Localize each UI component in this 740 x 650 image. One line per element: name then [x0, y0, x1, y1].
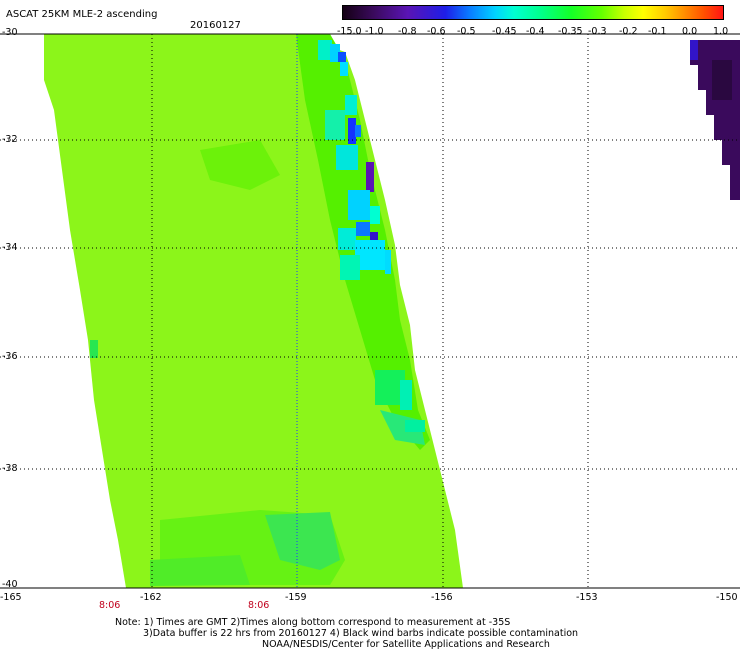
cyan-cell: [340, 255, 360, 280]
colorbar-label: -1.0: [365, 26, 384, 37]
green-patch: [380, 410, 425, 445]
colorbar-label: 1.0: [713, 26, 729, 37]
lon-label: -156: [431, 592, 453, 603]
cyan-cell: [325, 110, 345, 140]
cyan-cell: [336, 145, 358, 170]
green-cell: [90, 340, 98, 358]
purple-cell: [712, 60, 732, 100]
blue-cell: [370, 232, 378, 244]
cyan-cell: [348, 190, 370, 220]
green-patch: [150, 555, 250, 586]
colorbar-label: -0.45: [492, 26, 517, 37]
colorbar-label: -0.35: [558, 26, 583, 37]
colorbar-label: -0.2: [619, 26, 638, 37]
blue-cell: [338, 52, 346, 62]
colorbar-label: 0.0: [682, 26, 698, 37]
cyan-cell: [340, 62, 348, 76]
note-line-1: Note: 1) Times are GMT 2)Times along bot…: [115, 617, 511, 628]
colorbar-label: -0.4: [526, 26, 545, 37]
note-line-2: 3)Data buffer is 22 hrs from 20160127 4)…: [143, 628, 579, 639]
green-patch: [265, 512, 340, 570]
blue-cell: [348, 118, 356, 144]
colorbar-label: -0.1: [648, 26, 667, 37]
cyan-cell: [400, 380, 412, 410]
note-line-3: NOAA/NESDIS/Center for Satellite Applica…: [262, 639, 550, 650]
lon-label: -150: [716, 592, 738, 603]
colorbar-label: -0.5: [457, 26, 476, 37]
purple-cell: [366, 162, 374, 192]
swath-band: [44, 34, 463, 588]
lon-label: -159: [285, 592, 307, 603]
cyan-cell: [338, 228, 356, 250]
cyan-cell: [330, 44, 340, 62]
graticule: [0, 34, 740, 588]
time-label: 8:06: [248, 600, 270, 611]
cyan-cell: [345, 95, 357, 115]
colorbar-label: -15.0: [337, 26, 362, 37]
lon-label: -153: [576, 592, 598, 603]
blue-cell: [356, 222, 370, 236]
colorbar: [342, 5, 724, 20]
cyan-cell: [370, 206, 380, 224]
lat-label: -30: [2, 27, 18, 38]
colorbar-label: -0.8: [398, 26, 417, 37]
cyan-cell: [318, 40, 332, 60]
lon-label: -165: [0, 592, 22, 603]
green-patch: [200, 140, 280, 190]
date-label: 20160127: [190, 20, 241, 31]
lat-label: -36: [2, 351, 18, 362]
lat-label: -34: [2, 242, 18, 253]
cyan-cell: [405, 420, 425, 432]
page-title: ASCAT 25KM MLE-2 ascending: [6, 9, 158, 20]
time-label: 8:06: [99, 600, 121, 611]
blue-cell: [355, 125, 361, 137]
colorbar-label: -0.3: [588, 26, 607, 37]
lon-label: -162: [140, 592, 162, 603]
blue-cell: [690, 40, 698, 60]
colorbar-label: -0.6: [427, 26, 446, 37]
lat-label: -40: [2, 579, 18, 590]
cyan-cell: [385, 250, 391, 274]
lat-label: -32: [2, 134, 18, 145]
lat-label: -38: [2, 463, 18, 474]
